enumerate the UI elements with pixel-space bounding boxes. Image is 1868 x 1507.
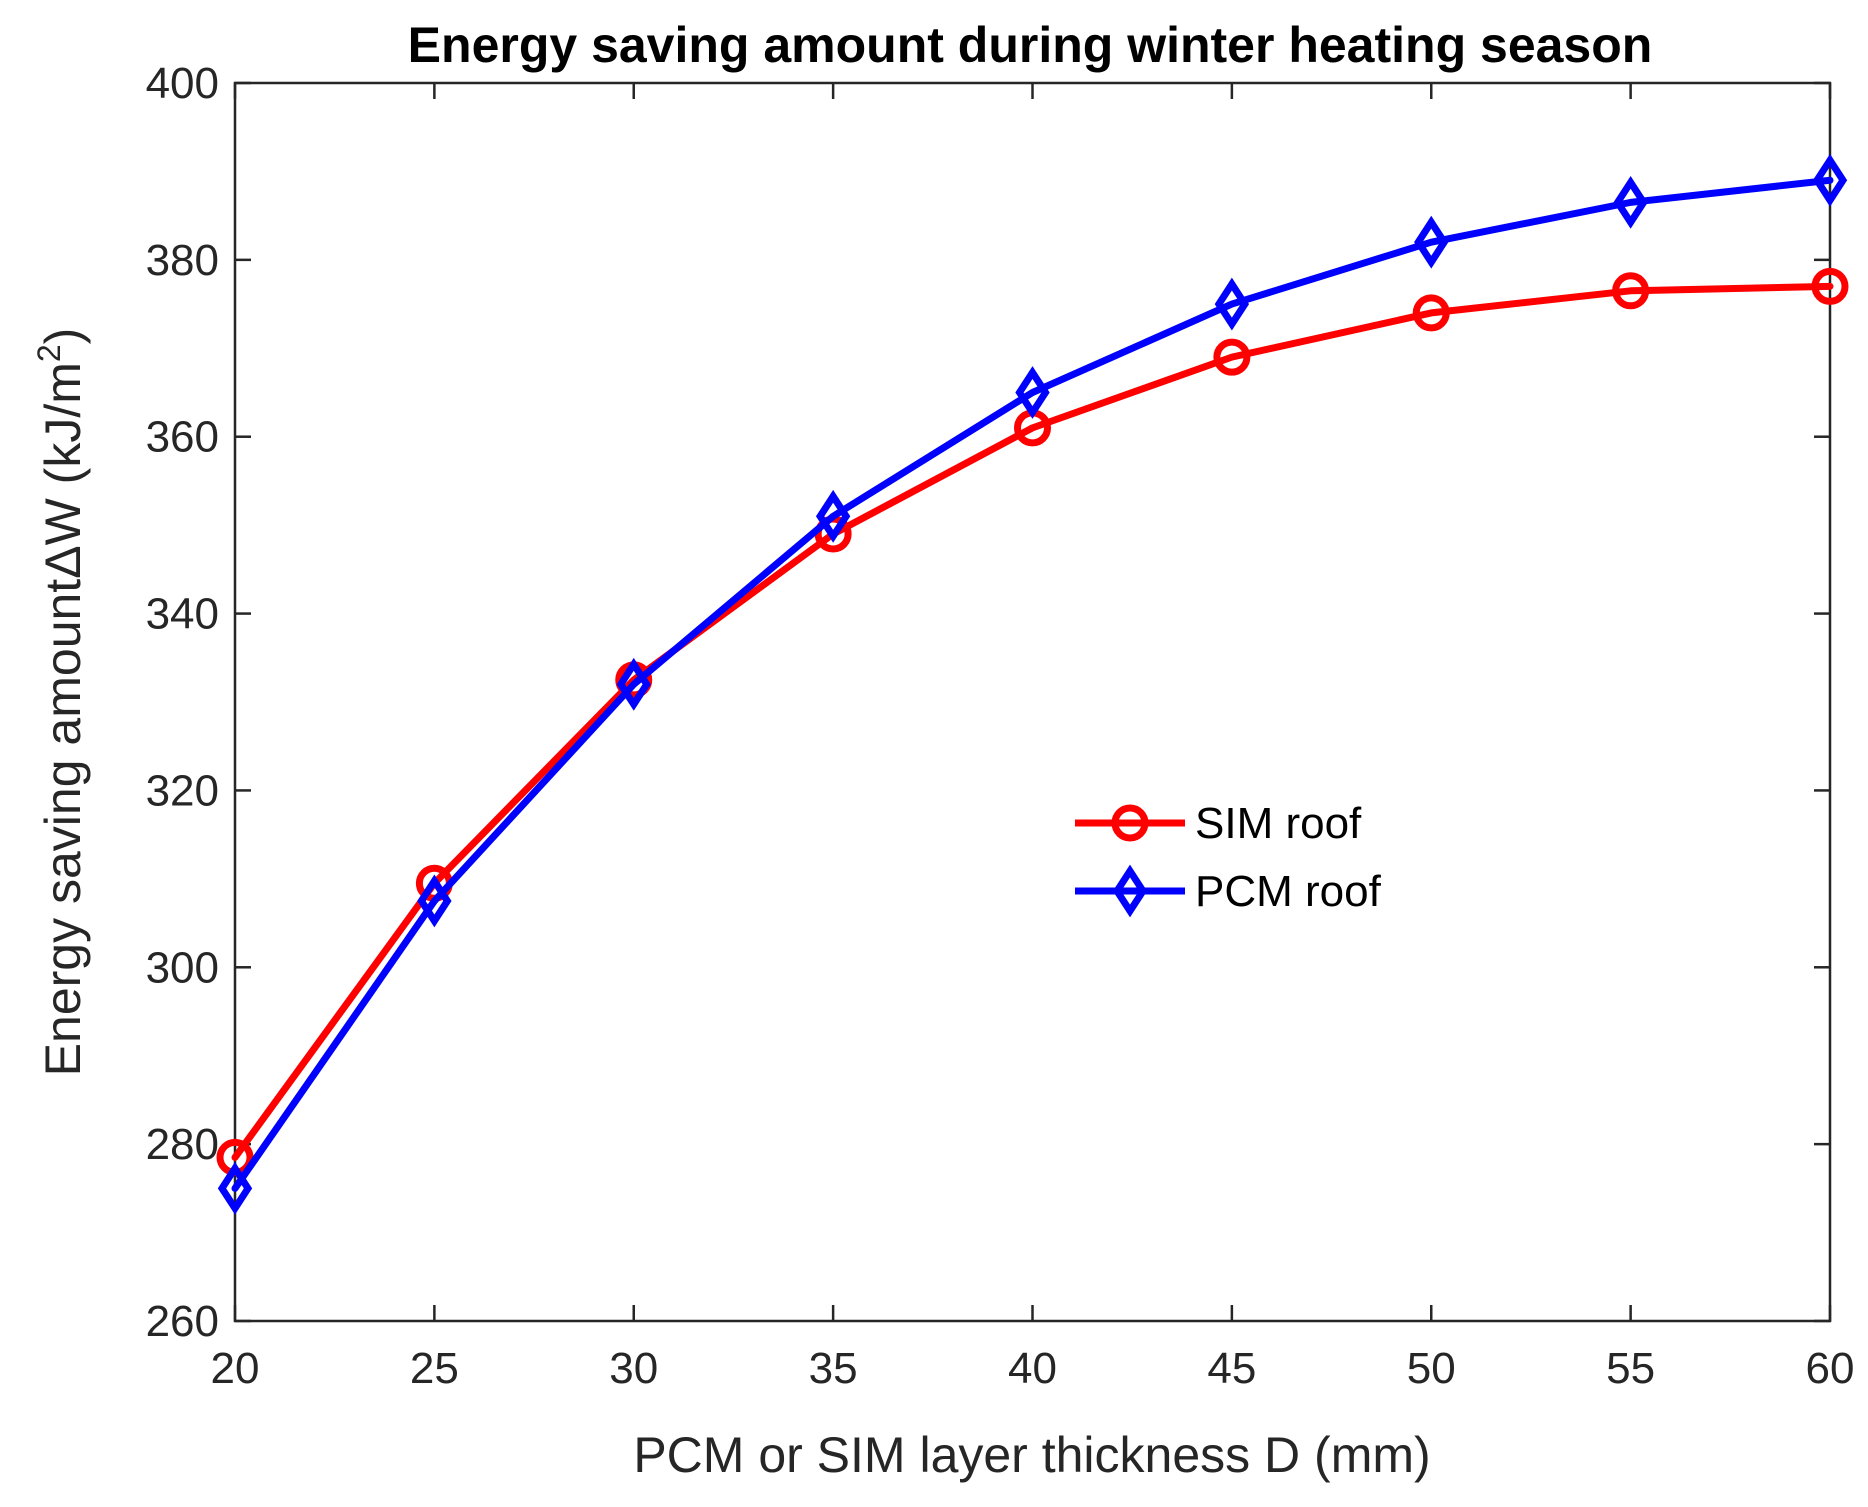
data-point-sim-roof: [1213, 338, 1251, 376]
data-point-sim-roof: [1811, 267, 1849, 305]
series-line-pcm-roof: [231, 176, 1834, 1192]
legend-label-pcm-roof: PCM roof: [1195, 867, 1382, 916]
data-point-pcm-roof: [1214, 277, 1250, 331]
legend-label-sim-roof: SIM roof: [1195, 799, 1362, 848]
data-point-pcm-roof: [1414, 215, 1449, 269]
data-point-pcm-roof: [217, 1161, 253, 1215]
chart-title: Energy saving amount during winter heati…: [408, 17, 1653, 73]
legend-entry-pcm-roof: PCM roof: [1075, 864, 1382, 918]
x-tick-label: 40: [1008, 1344, 1057, 1393]
x-tick-label: 35: [809, 1344, 858, 1393]
data-point-pcm-roof: [815, 489, 851, 543]
legend-entry-sim-roof: SIM roof: [1075, 799, 1362, 848]
x-tick-label: 45: [1207, 1344, 1256, 1393]
series-line-sim-roof: [231, 282, 1834, 1161]
data-point-pcm-roof: [1613, 175, 1648, 229]
y-axis-title-superscript: 2: [31, 344, 67, 362]
x-tick-label: 60: [1806, 1344, 1855, 1393]
y-tick-label: 300: [146, 943, 219, 992]
y-axis-title: Energy saving amountΔW (kJ/m2): [31, 328, 91, 1077]
y-axis: 260 280 300 320 340 360 380 400: [146, 59, 1830, 1346]
plot-area-frame: [233, 81, 1832, 1323]
data-point-pcm-roof: [1812, 153, 1848, 207]
x-tick-label: 50: [1407, 1344, 1456, 1393]
series-pcm-roof: [217, 153, 1848, 1215]
series-layer: [216, 153, 1849, 1215]
y-tick-label: 360: [146, 413, 219, 462]
x-tick-label: 20: [211, 1344, 260, 1393]
legend-marker-pcm-roof: [1112, 864, 1148, 918]
legend: SIM roof PCM roof: [1075, 799, 1382, 918]
y-tick-label: 400: [146, 59, 219, 108]
y-tick-label: 280: [146, 1120, 219, 1169]
x-axis: 20 25 30 35 40 45 50 55 60: [211, 83, 1855, 1393]
y-tick-label: 320: [146, 766, 219, 815]
y-tick-label: 260: [146, 1297, 219, 1346]
data-point-pcm-roof: [616, 657, 651, 711]
x-tick-label: 30: [609, 1344, 658, 1393]
data-point-sim-roof: [1612, 272, 1650, 310]
y-axis-title-main: Energy saving amountΔW (kJ/m: [35, 362, 91, 1076]
data-point-pcm-roof: [1015, 366, 1050, 419]
data-point-sim-roof: [1412, 294, 1450, 332]
y-axis-title-close: ): [35, 328, 91, 345]
x-axis-title: PCM or SIM layer thickness D (mm): [633, 1427, 1430, 1483]
y-tick-label: 380: [146, 236, 219, 285]
y-tick-label: 340: [146, 590, 219, 639]
legend-marker-sim-roof: [1111, 804, 1149, 842]
x-tick-label: 55: [1606, 1344, 1655, 1393]
x-tick-label: 25: [410, 1344, 459, 1393]
data-point-pcm-roof: [417, 874, 452, 928]
